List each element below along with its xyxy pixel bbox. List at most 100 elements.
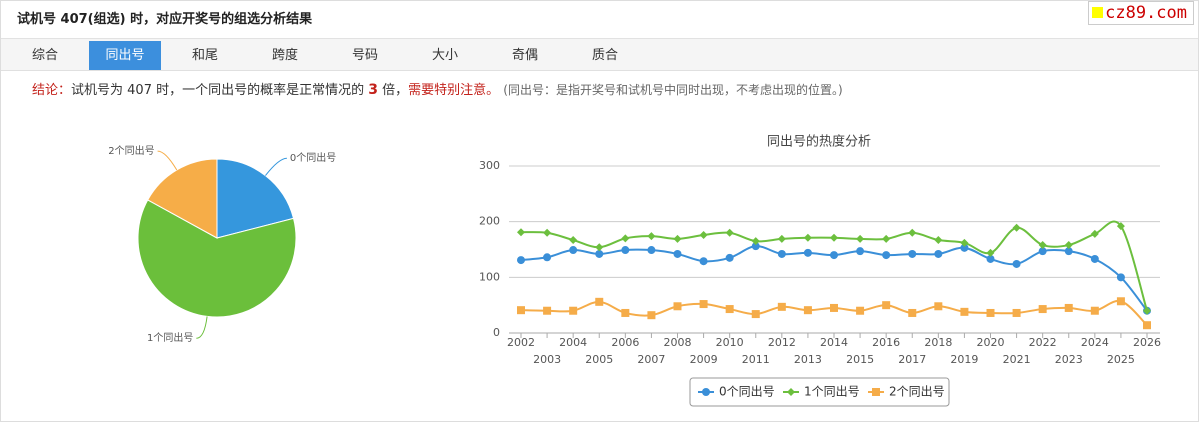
conclusion-label: 结论：	[32, 83, 72, 98]
point	[1038, 241, 1047, 250]
x-tick-label: 2009	[690, 353, 718, 366]
point	[1038, 247, 1047, 256]
x-tick-label: 2020	[977, 336, 1005, 349]
legend-box	[689, 377, 950, 407]
tab[interactable]: 号码	[351, 48, 378, 63]
point	[986, 254, 995, 263]
legend-label[interactable]: 2个同出号	[889, 385, 945, 399]
point	[830, 251, 838, 260]
conclusion: 结论：试机号为 407 时，一个同出号的概率是正常情况的 3 倍，需要特别注意。…	[32, 79, 843, 98]
point	[725, 253, 734, 262]
legend-label[interactable]: 1个同出号	[804, 385, 860, 399]
point	[1012, 259, 1021, 268]
point	[803, 306, 812, 315]
warning: 需要特别注意。	[408, 83, 500, 98]
point	[751, 237, 760, 246]
leader-line	[157, 150, 178, 171]
point	[569, 246, 578, 255]
ratio: 3	[368, 82, 378, 98]
x-tick-label: 2026	[1133, 336, 1161, 349]
x-tick-label: 2019	[950, 353, 978, 366]
x-tick-label: 2008	[664, 336, 692, 349]
point	[882, 234, 891, 243]
conclusion-text-after: 倍，	[377, 83, 409, 98]
point	[1038, 305, 1047, 314]
pie-label: 2个同出号	[108, 144, 154, 157]
point	[1116, 273, 1125, 282]
y-tick-label: 300	[479, 159, 500, 172]
x-tick-label: 2012	[768, 336, 796, 349]
point	[1090, 254, 1099, 263]
point	[830, 233, 838, 242]
x-tick-label: 2013	[794, 353, 822, 366]
point	[1090, 306, 1099, 315]
point	[673, 234, 682, 243]
leader-line	[265, 157, 287, 176]
tab[interactable]: 综合	[31, 48, 58, 63]
point	[777, 234, 786, 243]
legend-marker	[872, 388, 880, 396]
x-tick-label: 2003	[533, 353, 561, 366]
header-title: 试机号 407(组选) 时，对应开奖号的组选分析结果	[1, 1, 1198, 39]
x-tick-label: 2014	[820, 336, 848, 349]
point	[960, 307, 969, 316]
point	[908, 228, 917, 237]
point	[569, 306, 578, 315]
point	[803, 233, 812, 242]
x-tick-label: 2005	[585, 353, 613, 366]
point	[647, 232, 656, 241]
point	[725, 305, 734, 314]
point	[856, 247, 865, 256]
y-tick-label: 100	[479, 270, 500, 283]
tab[interactable]: 质合	[591, 48, 618, 63]
tab[interactable]: 奇偶	[511, 48, 538, 63]
y-tick-label: 200	[479, 215, 500, 228]
tab[interactable]: 同出号	[89, 41, 161, 70]
tab[interactable]: 大小	[431, 48, 458, 63]
x-tick-label: 2011	[742, 353, 770, 366]
point	[830, 303, 838, 312]
point	[1064, 241, 1073, 250]
point	[1116, 297, 1125, 306]
x-tick-label: 2021	[1003, 353, 1031, 366]
tab[interactable]: 和尾	[191, 48, 218, 63]
point	[1012, 308, 1021, 317]
x-tick-label: 2018	[924, 336, 952, 349]
point	[908, 249, 917, 258]
point	[543, 228, 552, 237]
x-tick-label: 2022	[1029, 336, 1057, 349]
y-tick-label: 0	[493, 326, 500, 339]
point	[1090, 229, 1099, 238]
point	[751, 310, 760, 319]
point	[647, 311, 656, 320]
watermark: cz89.com	[1088, 1, 1194, 25]
x-tick-label: 2016	[872, 336, 900, 349]
leader-line	[196, 316, 208, 339]
point	[699, 300, 708, 309]
point	[882, 301, 891, 310]
point	[595, 243, 604, 252]
point	[803, 248, 812, 257]
point	[751, 242, 760, 251]
point	[856, 306, 865, 315]
point	[517, 228, 525, 237]
point	[699, 257, 708, 266]
tab[interactable]: 跨度	[271, 48, 298, 63]
x-tick-label: 2024	[1081, 336, 1109, 349]
point	[960, 238, 969, 247]
point	[934, 236, 943, 245]
point	[777, 302, 786, 311]
point	[543, 306, 552, 315]
point	[908, 308, 917, 317]
point	[543, 253, 552, 262]
pie-slice	[216, 158, 295, 239]
x-tick-label: 2025	[1107, 353, 1135, 366]
point	[621, 308, 630, 317]
x-tick-label: 2017	[898, 353, 926, 366]
legend-label[interactable]: 0个同出号	[719, 385, 775, 399]
point	[595, 249, 604, 258]
x-tick-label: 2006	[611, 336, 639, 349]
point	[856, 234, 865, 243]
tab-bar: 综合 同出号 和尾 跨度 号码 大小 奇偶 质合	[1, 39, 1198, 71]
